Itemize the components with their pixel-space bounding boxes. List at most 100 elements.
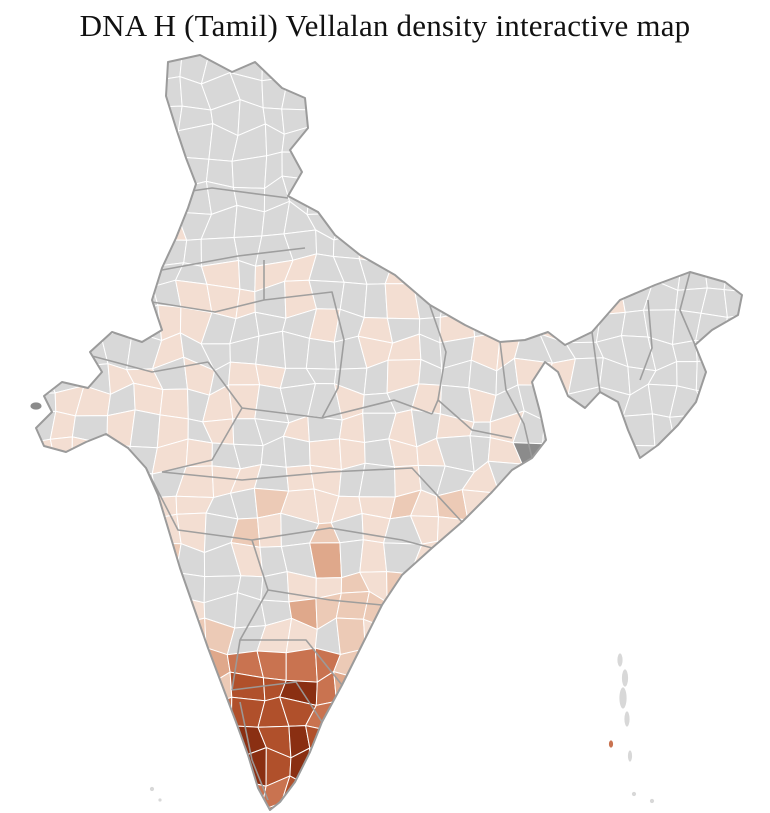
district-cell[interactable] bbox=[99, 574, 135, 604]
district-cell[interactable] bbox=[721, 56, 757, 84]
district-cell[interactable] bbox=[336, 699, 371, 734]
district-cell[interactable] bbox=[564, 773, 596, 807]
district-cell[interactable] bbox=[461, 183, 494, 214]
district-cell[interactable] bbox=[695, 359, 734, 396]
district-cell[interactable] bbox=[104, 460, 127, 497]
district-cell[interactable] bbox=[731, 124, 760, 164]
district-cell[interactable] bbox=[55, 123, 80, 161]
district-cell[interactable] bbox=[98, 252, 135, 284]
district-cell[interactable] bbox=[228, 384, 261, 420]
district-cell[interactable] bbox=[441, 230, 473, 259]
district-cell[interactable] bbox=[649, 130, 679, 161]
district-cell[interactable] bbox=[490, 230, 523, 266]
district-cell[interactable] bbox=[547, 619, 578, 651]
district-cell[interactable] bbox=[358, 724, 392, 755]
district-cell[interactable] bbox=[544, 643, 572, 681]
district-cell[interactable] bbox=[492, 490, 516, 526]
district-cell[interactable] bbox=[569, 413, 602, 443]
district-cell[interactable] bbox=[489, 622, 528, 657]
district-cell[interactable] bbox=[592, 804, 632, 813]
district-cell[interactable] bbox=[80, 177, 111, 210]
district-cell[interactable] bbox=[48, 208, 84, 235]
district-cell[interactable] bbox=[512, 490, 543, 527]
district-cell[interactable] bbox=[383, 724, 422, 756]
district-cell[interactable] bbox=[255, 330, 287, 369]
district-cell[interactable] bbox=[49, 436, 73, 474]
district-cell[interactable] bbox=[285, 647, 318, 683]
district-cell[interactable] bbox=[643, 49, 680, 81]
district-cell[interactable] bbox=[724, 803, 756, 813]
district-cell[interactable] bbox=[695, 516, 731, 552]
district-cell[interactable] bbox=[644, 155, 679, 182]
district-cell[interactable] bbox=[129, 409, 161, 449]
district-cell[interactable] bbox=[703, 730, 733, 757]
district-cell[interactable] bbox=[50, 108, 78, 131]
district-cell[interactable] bbox=[180, 725, 214, 751]
district-cell[interactable] bbox=[696, 670, 728, 699]
district-cell[interactable] bbox=[675, 100, 708, 137]
district-cell[interactable] bbox=[23, 730, 57, 760]
district-cell[interactable] bbox=[597, 154, 627, 189]
district-cell[interactable] bbox=[359, 539, 388, 573]
district-cell[interactable] bbox=[644, 806, 682, 813]
district-cell[interactable] bbox=[389, 754, 421, 779]
district-cell[interactable] bbox=[415, 592, 448, 629]
district-cell[interactable] bbox=[727, 567, 759, 596]
district-cell[interactable] bbox=[363, 100, 389, 133]
district-cell[interactable] bbox=[305, 799, 345, 813]
district-cell[interactable] bbox=[722, 670, 760, 704]
district-cell[interactable] bbox=[568, 154, 604, 189]
district-cell[interactable] bbox=[514, 55, 554, 84]
district-cell[interactable] bbox=[365, 800, 392, 813]
district-cell[interactable] bbox=[517, 575, 546, 595]
district-cell[interactable] bbox=[619, 256, 655, 290]
district-cell[interactable] bbox=[753, 541, 770, 578]
district-cell[interactable] bbox=[621, 492, 657, 523]
district-cell[interactable] bbox=[439, 280, 474, 318]
district-cell[interactable] bbox=[24, 150, 58, 185]
district-cell[interactable] bbox=[100, 309, 133, 336]
district-cell[interactable] bbox=[696, 805, 731, 813]
district-cell[interactable] bbox=[669, 617, 700, 651]
district-cell[interactable] bbox=[19, 621, 59, 656]
district-cell[interactable] bbox=[548, 162, 572, 187]
district-cell[interactable] bbox=[729, 206, 759, 236]
district-cell[interactable] bbox=[540, 754, 578, 784]
district-cell[interactable] bbox=[471, 257, 498, 284]
district-cell[interactable] bbox=[435, 644, 472, 683]
district-cell[interactable] bbox=[415, 754, 445, 786]
district-cell[interactable] bbox=[730, 387, 758, 423]
district-cell[interactable] bbox=[721, 312, 756, 344]
district-cell[interactable] bbox=[492, 207, 523, 235]
district-cell[interactable] bbox=[463, 798, 500, 813]
district-cell[interactable] bbox=[54, 230, 78, 266]
district-cell[interactable] bbox=[753, 293, 770, 314]
district-cell[interactable] bbox=[307, 415, 343, 443]
districts-layer[interactable] bbox=[19, 47, 770, 813]
district-cell[interactable] bbox=[516, 620, 551, 657]
district-cell[interactable] bbox=[175, 746, 213, 782]
district-cell[interactable] bbox=[541, 466, 576, 499]
district-cell[interactable] bbox=[541, 284, 578, 314]
district-cell[interactable] bbox=[443, 698, 468, 732]
district-cell[interactable] bbox=[751, 108, 770, 130]
district-cell[interactable] bbox=[721, 176, 760, 215]
district-cell[interactable] bbox=[721, 153, 761, 189]
district-cell[interactable] bbox=[465, 571, 501, 606]
district-cell[interactable] bbox=[129, 593, 161, 628]
district-cell[interactable] bbox=[517, 591, 551, 624]
district-cell[interactable] bbox=[203, 779, 242, 810]
district-cell[interactable] bbox=[467, 101, 493, 131]
district-cell[interactable] bbox=[54, 571, 74, 596]
district-cell[interactable] bbox=[544, 591, 578, 622]
district-cell[interactable] bbox=[758, 188, 770, 209]
district-cell[interactable] bbox=[669, 49, 705, 79]
district-cell[interactable] bbox=[359, 49, 389, 83]
district-cell[interactable] bbox=[758, 207, 770, 236]
district-cell[interactable] bbox=[436, 129, 469, 159]
district-cell[interactable] bbox=[726, 698, 760, 733]
district-cell[interactable] bbox=[487, 105, 516, 137]
district-cell[interactable] bbox=[74, 234, 107, 266]
district-cell[interactable] bbox=[538, 210, 570, 232]
district-cell[interactable] bbox=[75, 620, 102, 650]
